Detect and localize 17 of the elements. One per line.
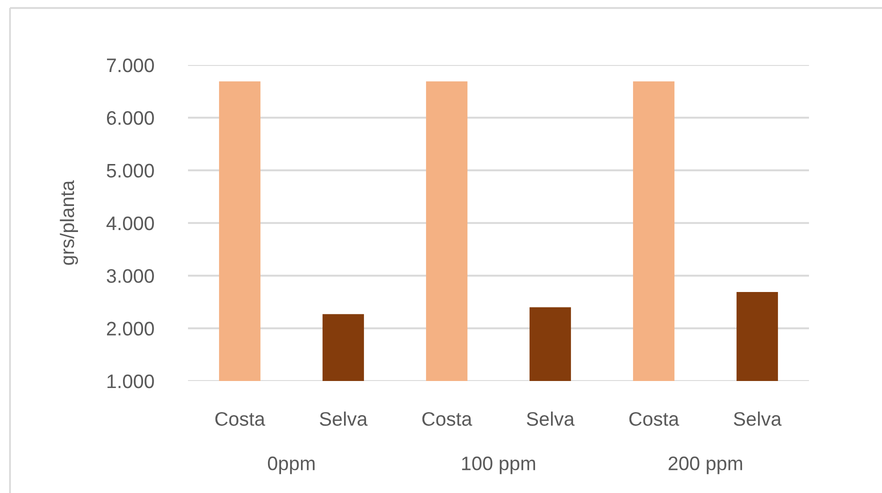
y-tick-label: 5.000 [106,164,154,178]
series-label: Costa [629,412,680,426]
x-tick-label: 100 ppm [462,456,536,474]
x-tick-label: 200 ppm [668,456,742,474]
y-tick-label: 2.000 [106,322,154,336]
y-tick-label: 4.000 [106,216,154,230]
y-axis-title: grs/planta [60,180,78,265]
text: Selva [320,412,368,426]
y-tick-label: 7.000 [107,58,154,72]
x-tick-label: 0ppm [268,456,315,474]
text: Costa [422,412,472,426]
series-label: Selva [526,412,575,426]
y-tick-label: 6.000 [107,111,154,125]
text: Costa [215,412,266,426]
text: Selva [734,412,782,426]
y-tick-label: 1.000 [107,374,154,388]
y-tick-label: 3.000 [106,269,154,283]
